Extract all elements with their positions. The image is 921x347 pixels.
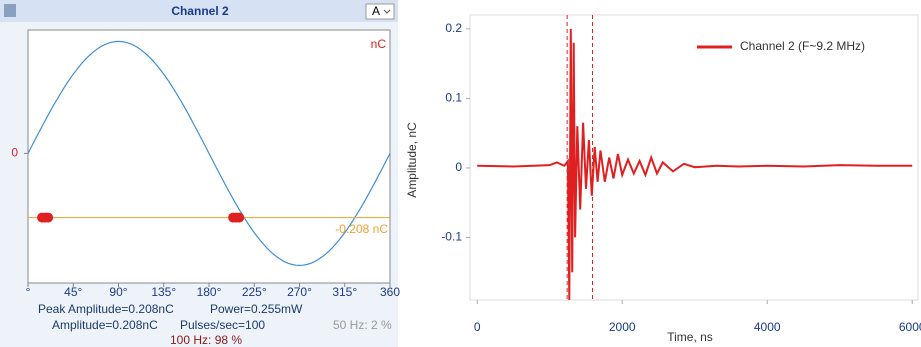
x-tick-label: 135° xyxy=(151,285,176,299)
y-tick-label: 0 xyxy=(455,160,462,174)
x-tick-label: 180° xyxy=(197,285,222,299)
x-tick-label: 45° xyxy=(64,285,82,299)
left-plot-area xyxy=(27,29,391,284)
status-text: 100 Hz: 98 % xyxy=(170,333,242,347)
pd-point xyxy=(43,212,54,223)
threshold-label: -0.208 nC xyxy=(335,222,388,236)
dropdown[interactable] xyxy=(365,3,395,20)
x-tick-label: 2000 xyxy=(609,320,636,334)
x-tick-label: 225° xyxy=(242,285,267,299)
status-text: Pulses/sec=100 xyxy=(180,318,265,332)
dropdown-arrow xyxy=(383,9,391,14)
save-icon[interactable] xyxy=(4,4,16,17)
unit-label: nC xyxy=(371,37,387,51)
right-plot-area xyxy=(469,14,919,301)
y-tick-label: 0.1 xyxy=(445,91,462,105)
status-text: Peak Amplitude=0.208nC xyxy=(38,302,174,316)
y-tick-label: -0.1 xyxy=(441,230,462,244)
y-axis-label: Amplitude, nC xyxy=(405,122,419,198)
x-tick-label: ° xyxy=(26,285,31,299)
x-tick-label: 0 xyxy=(474,320,481,334)
status-text: 50 Hz: 2 % xyxy=(333,318,392,332)
x-axis-label: Time, ns xyxy=(667,330,713,344)
x-tick-label: 90° xyxy=(109,285,127,299)
status-text: Power=0.255mW xyxy=(210,302,303,316)
status-text: Amplitude=0.208nC xyxy=(52,318,158,332)
y-tick-label: 0.2 xyxy=(445,21,462,35)
pd-point xyxy=(234,212,245,223)
panel-header xyxy=(0,0,398,22)
y-tick-label: 0 xyxy=(11,146,18,160)
dropdown-value: A xyxy=(372,4,380,18)
x-tick-label: 360 xyxy=(380,285,400,299)
signal-line xyxy=(477,28,913,301)
x-tick-label: 315° xyxy=(332,285,357,299)
panel-title: Channel 2 xyxy=(171,4,229,18)
x-tick-label: 270° xyxy=(287,285,312,299)
legend-label: Channel 2 (F~9.2 MHz) xyxy=(740,39,865,53)
reference-sine xyxy=(27,40,391,267)
x-tick-label: 4000 xyxy=(754,320,781,334)
